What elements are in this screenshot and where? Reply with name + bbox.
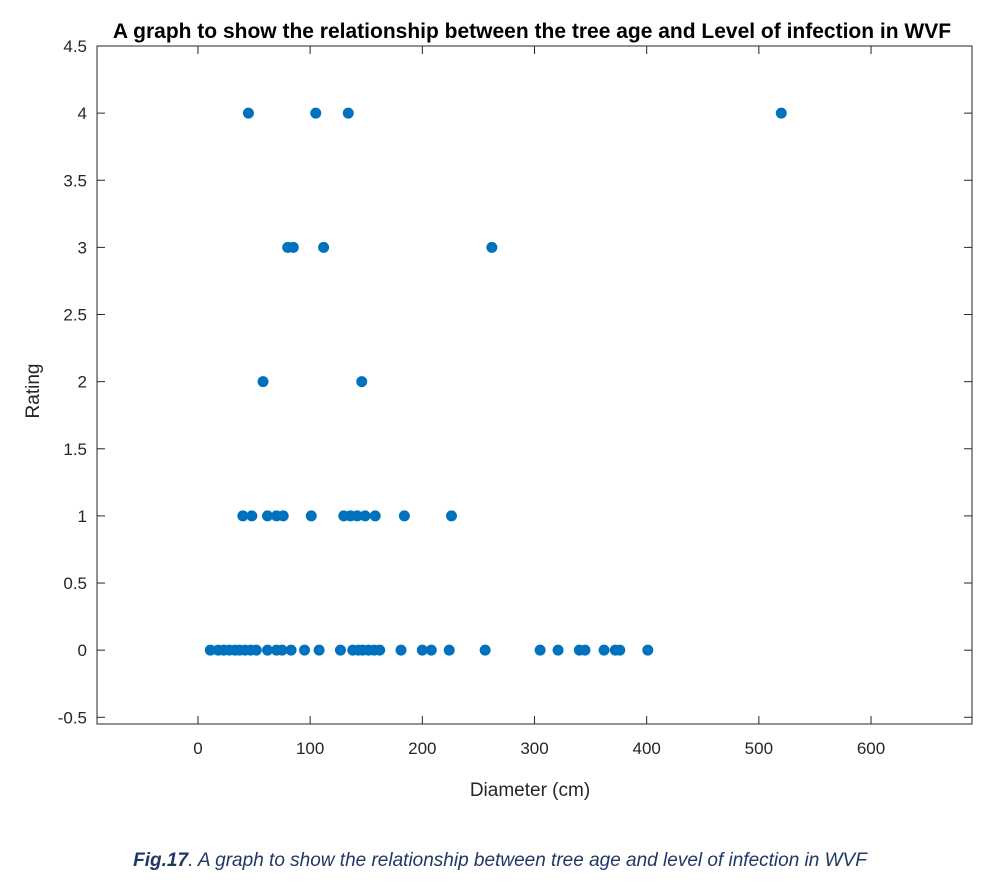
y-tick-label: 3: [78, 238, 87, 257]
y-tick-label: -0.5: [58, 708, 87, 727]
data-point: [356, 376, 368, 388]
data-point: [443, 644, 455, 656]
y-tick-label: 1.5: [63, 440, 87, 459]
data-point: [479, 644, 491, 656]
y-tick-label: 4: [78, 104, 87, 123]
y-tick-label: 0.5: [63, 574, 87, 593]
data-point: [287, 241, 299, 253]
data-point: [579, 644, 591, 656]
y-tick-labels: -0.5 0 0.5 1 1.5 2 2.5 3 3.5 4 4.5: [58, 37, 87, 727]
data-point: [445, 510, 457, 522]
data-point: [276, 644, 288, 656]
data-point: [398, 510, 410, 522]
figure-caption-label: Fig.17: [133, 850, 189, 871]
x-tick-label: 0: [193, 739, 202, 758]
x-tick-label: 400: [632, 739, 660, 758]
x-tick-label: 500: [745, 739, 773, 758]
data-point: [285, 644, 297, 656]
data-point: [305, 510, 317, 522]
data-point: [237, 510, 249, 522]
x-tick-labels: 0 100 200 300 400 500 600: [193, 739, 885, 758]
data-point: [598, 644, 610, 656]
chart-title: A graph to show the relationship between…: [113, 20, 951, 43]
data-point: [395, 644, 407, 656]
y-tick-label: 2.5: [63, 306, 87, 325]
data-point: [552, 644, 564, 656]
y-tick-label: 0: [78, 641, 87, 660]
y-tick-label: 4.5: [63, 37, 87, 56]
data-point: [242, 107, 254, 119]
data-point: [416, 644, 428, 656]
figure-caption-text: . A graph to show the relationship betwe…: [188, 850, 867, 871]
x-tick-label: 300: [520, 739, 548, 758]
data-point: [425, 644, 437, 656]
data-point: [299, 644, 311, 656]
x-tick-label: 100: [296, 739, 324, 758]
data-point: [775, 107, 787, 119]
tick-marks: [97, 45, 972, 724]
x-axis-label: Diameter (cm): [470, 780, 590, 801]
data-point: [262, 644, 274, 656]
figure-caption: Fig.17. A graph to show the relationship…: [0, 850, 1000, 872]
data-point: [359, 510, 371, 522]
data-point: [642, 644, 654, 656]
scatter-series: [204, 107, 787, 656]
data-point: [310, 107, 322, 119]
y-axis-label: Rating: [23, 364, 44, 419]
data-point: [374, 644, 386, 656]
data-point: [351, 510, 363, 522]
data-point: [534, 644, 546, 656]
data-point: [277, 510, 289, 522]
data-point: [318, 241, 330, 253]
data-point: [246, 510, 258, 522]
plot-area-frame: [96, 45, 973, 725]
data-point: [250, 644, 262, 656]
data-point: [486, 241, 498, 253]
data-point: [204, 644, 216, 656]
y-tick-label: 1: [78, 507, 87, 526]
x-tick-label: 600: [857, 739, 885, 758]
y-tick-label: 2: [78, 373, 87, 392]
y-tick-label: 3.5: [63, 171, 87, 190]
data-point: [334, 644, 346, 656]
data-point: [262, 510, 274, 522]
data-point: [369, 510, 381, 522]
data-point: [257, 376, 269, 388]
data-point: [614, 644, 626, 656]
x-tick-label: 200: [408, 739, 436, 758]
data-point: [342, 107, 354, 119]
data-point: [313, 644, 325, 656]
